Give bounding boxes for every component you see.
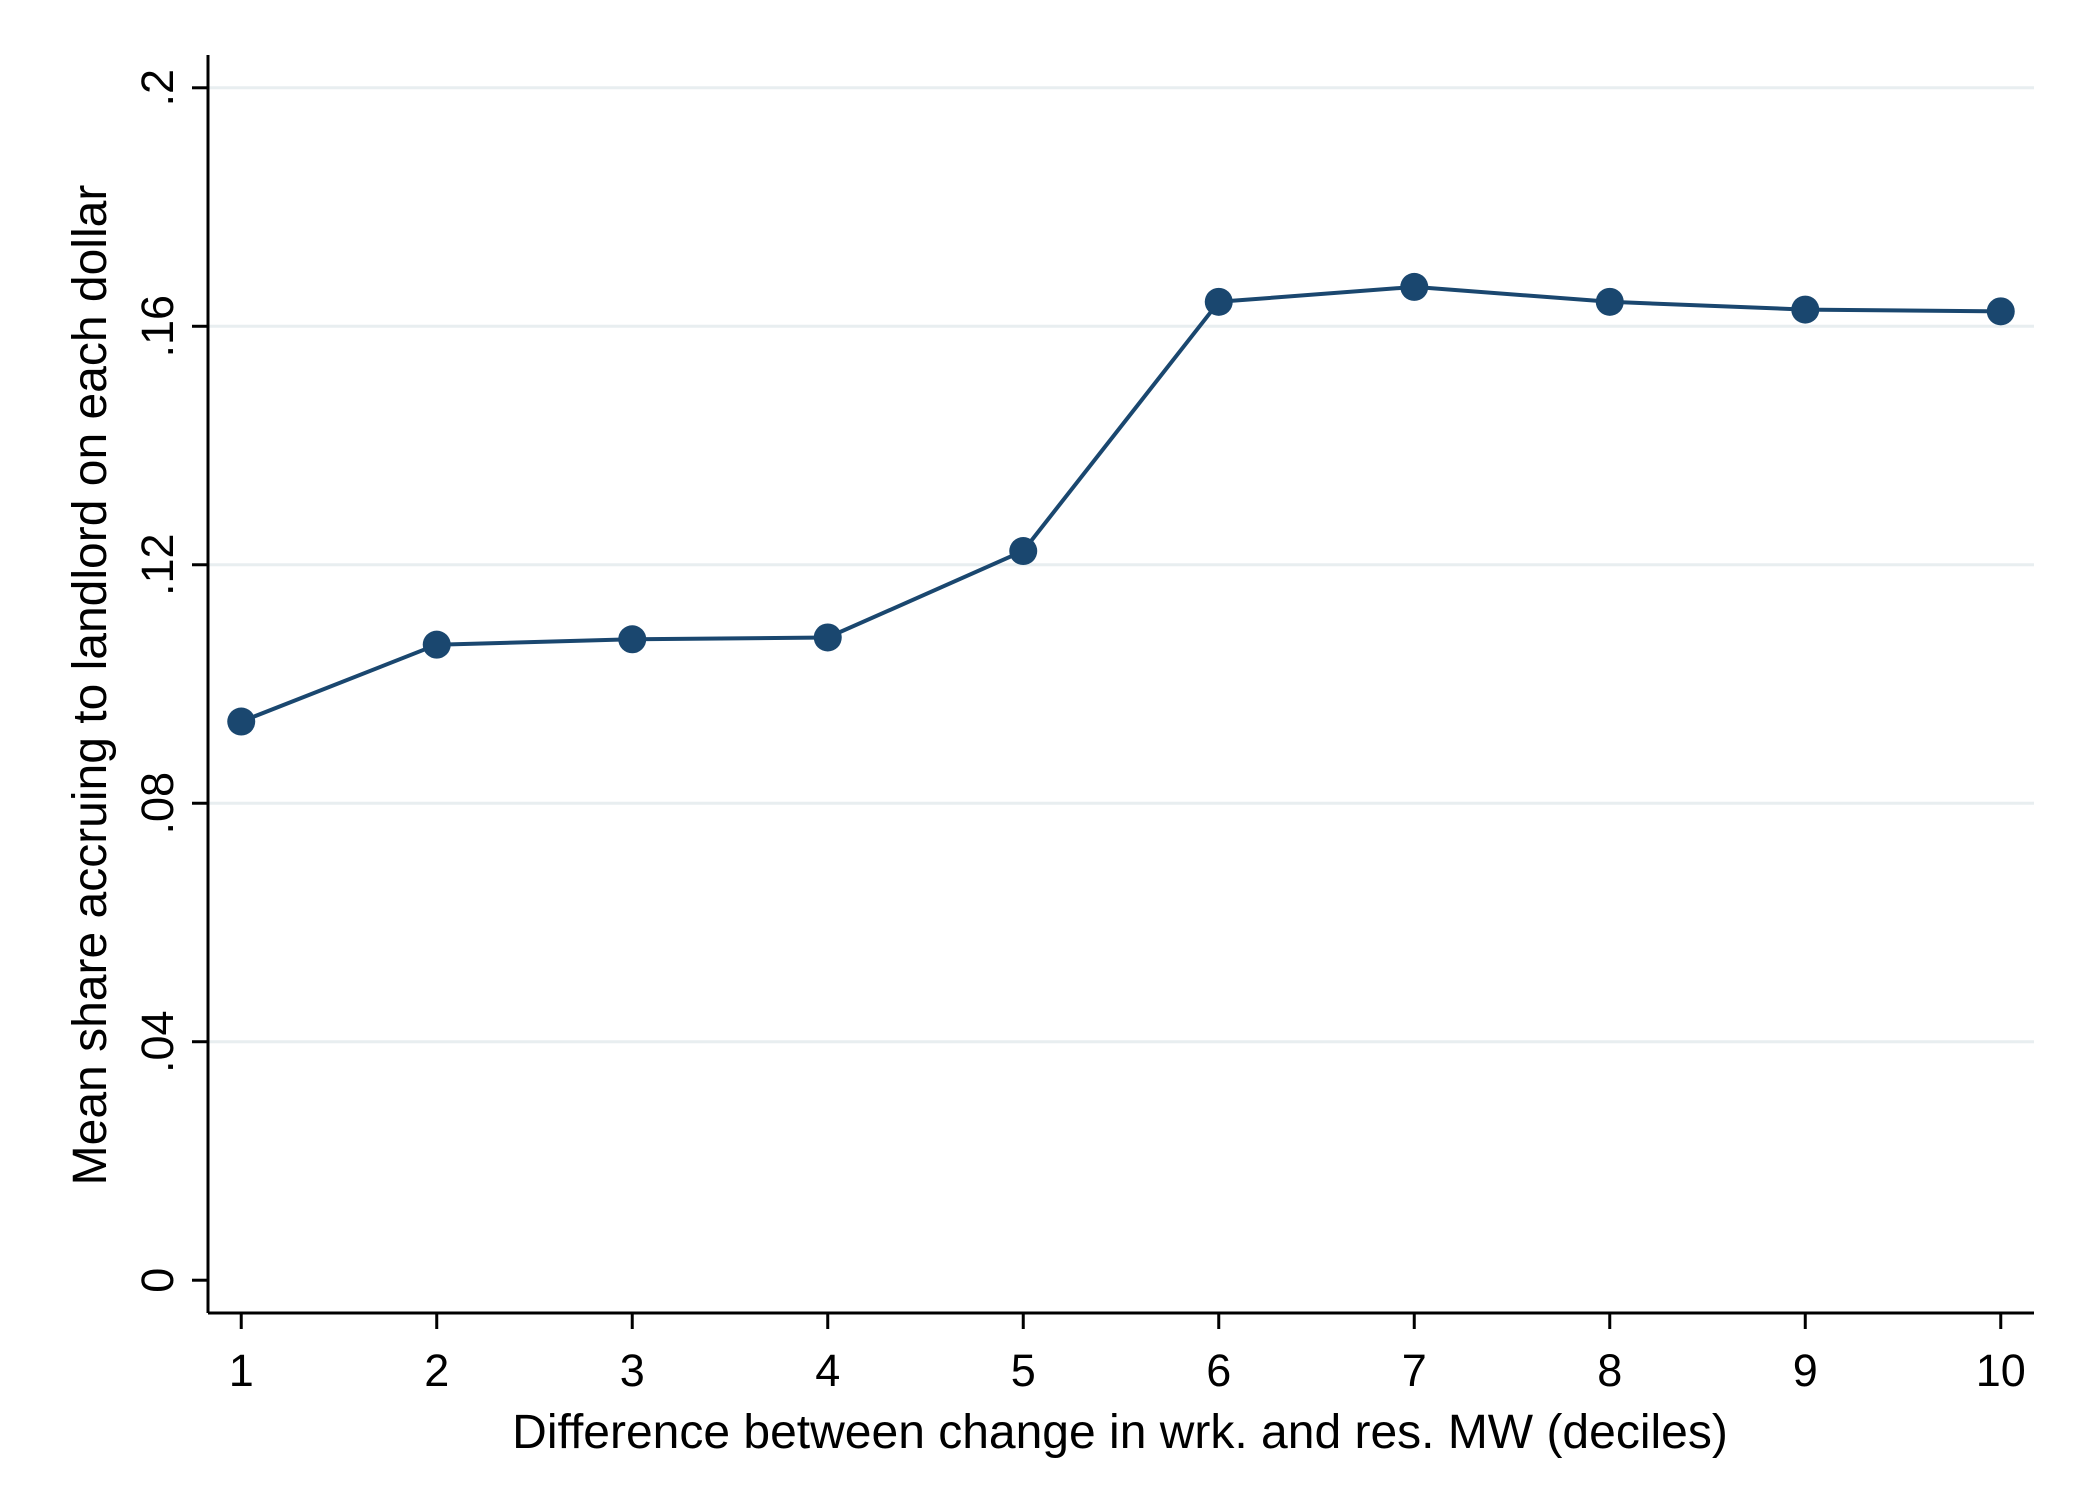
y-tick-label-5: .2	[132, 69, 183, 107]
x-tick-label-8: 9	[1793, 1345, 1818, 1396]
y-tick-label-0: 0	[132, 1268, 183, 1293]
data-point-7	[1400, 272, 1429, 301]
y-tick-label-1: .04	[132, 1010, 183, 1073]
data-point-3	[618, 625, 647, 654]
x-tick-label-4: 5	[1011, 1345, 1036, 1396]
data-point-2	[422, 630, 451, 659]
data-point-6	[1204, 287, 1233, 316]
data-series	[227, 272, 2015, 736]
y-tick-label-2: .08	[132, 772, 183, 835]
x-axis-title: Difference between change in wrk. and re…	[512, 1406, 1728, 1459]
x-tick-label-5: 6	[1206, 1345, 1231, 1396]
data-point-8	[1595, 287, 1624, 316]
y-tick-label-3: .12	[132, 533, 183, 596]
x-tick-label-3: 4	[815, 1345, 840, 1396]
data-point-9	[1791, 295, 1820, 324]
series-line-0	[240, 284, 2001, 724]
axes: 0 .04 .08 .12 .16 .2 1 2 3 4 5 6 7 8 9 10	[132, 55, 2034, 1396]
x-tick-label-0: 1	[229, 1345, 254, 1396]
x-tick-label-1: 2	[424, 1345, 449, 1396]
y-tick-label-4: .16	[132, 295, 183, 358]
data-point-10	[1986, 297, 2015, 326]
y-axis-title: Mean share accruing to landlord on each …	[64, 185, 117, 1186]
x-tick-label-6: 7	[1402, 1345, 1427, 1396]
data-point-1	[227, 707, 256, 736]
gridlines	[208, 86, 2034, 1044]
x-tick-label-7: 8	[1597, 1345, 1622, 1396]
x-tick-label-9: 10	[1976, 1345, 2026, 1396]
x-tick-label-2: 3	[620, 1345, 645, 1396]
data-point-5	[1009, 537, 1038, 566]
data-point-4	[813, 623, 842, 652]
